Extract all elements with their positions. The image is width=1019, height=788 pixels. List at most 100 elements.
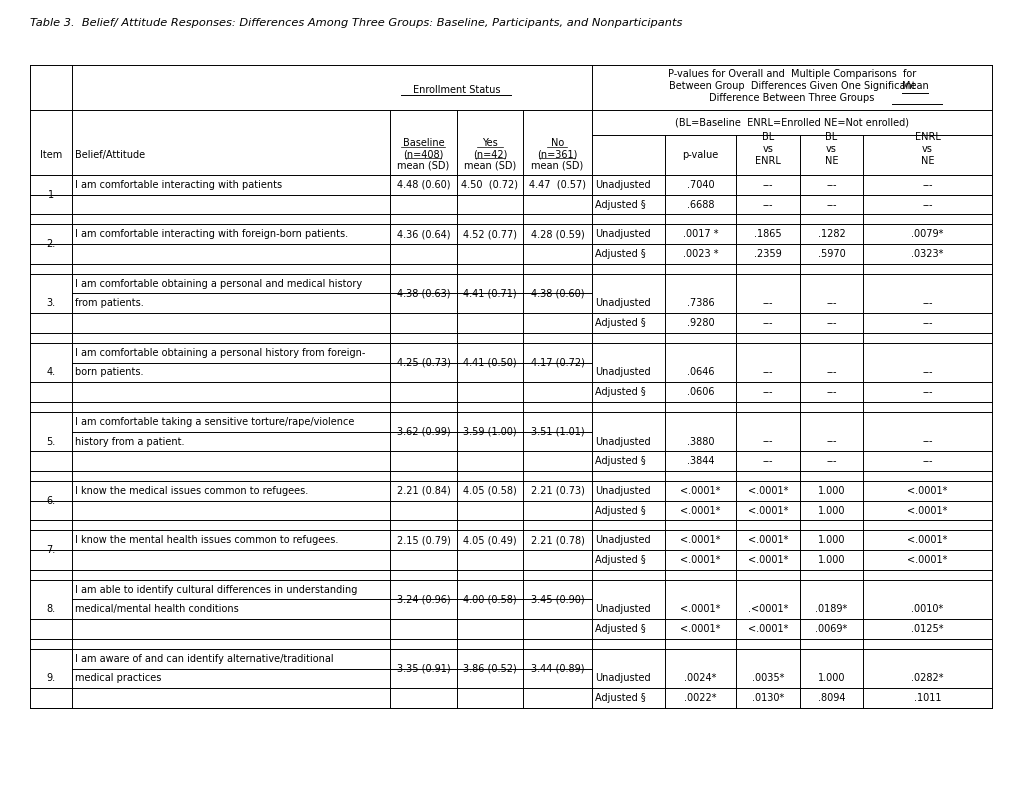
Text: <.0001*: <.0001* bbox=[747, 506, 788, 515]
Text: 4.48 (0.60): 4.48 (0.60) bbox=[396, 180, 449, 190]
Text: Unadjusted: Unadjusted bbox=[594, 604, 650, 615]
Text: .0606: .0606 bbox=[686, 387, 713, 397]
Text: 3.44 (0.89): 3.44 (0.89) bbox=[530, 663, 584, 674]
Text: .0022*: .0022* bbox=[684, 693, 716, 703]
Text: Yes: Yes bbox=[482, 138, 497, 148]
Text: Unadjusted: Unadjusted bbox=[594, 674, 650, 683]
Text: I am comfortable obtaining a personal history from foreign-: I am comfortable obtaining a personal hi… bbox=[75, 348, 365, 358]
Text: I know the mental health issues common to refugees.: I know the mental health issues common t… bbox=[75, 535, 338, 545]
Text: from patients.: from patients. bbox=[75, 299, 144, 308]
Text: Adjusted §: Adjusted § bbox=[594, 693, 645, 703]
Text: 4.25 (0.73): 4.25 (0.73) bbox=[396, 358, 450, 367]
Text: <.0001*: <.0001* bbox=[680, 555, 720, 565]
Text: ---: --- bbox=[825, 456, 836, 466]
Text: I am comfortable taking a sensitive torture/rape/violence: I am comfortable taking a sensitive tort… bbox=[75, 417, 354, 427]
Text: .0323*: .0323* bbox=[910, 249, 943, 259]
Text: 3.51 (1.01): 3.51 (1.01) bbox=[530, 426, 584, 437]
Text: ---: --- bbox=[921, 367, 931, 377]
Text: 9.: 9. bbox=[47, 674, 55, 683]
Text: .1282: .1282 bbox=[817, 229, 845, 240]
Text: Unadjusted: Unadjusted bbox=[594, 299, 650, 308]
Text: .0189*: .0189* bbox=[814, 604, 847, 615]
Text: 8.: 8. bbox=[47, 604, 55, 615]
Text: <.0001*: <.0001* bbox=[680, 604, 720, 615]
Text: Adjusted §: Adjusted § bbox=[594, 456, 645, 466]
Text: 4.28 (0.59): 4.28 (0.59) bbox=[530, 229, 584, 240]
Text: 2.15 (0.79): 2.15 (0.79) bbox=[396, 535, 450, 545]
Text: 1.000: 1.000 bbox=[817, 674, 845, 683]
Text: ---: --- bbox=[762, 456, 772, 466]
Text: Unadjusted: Unadjusted bbox=[594, 229, 650, 240]
Text: ---: --- bbox=[921, 299, 931, 308]
Text: 4.05 (0.58): 4.05 (0.58) bbox=[463, 486, 517, 496]
Text: .0024*: .0024* bbox=[684, 674, 716, 683]
Text: I know the medical issues common to refugees.: I know the medical issues common to refu… bbox=[75, 486, 308, 496]
Text: ---: --- bbox=[825, 367, 836, 377]
Text: medical/mental health conditions: medical/mental health conditions bbox=[75, 604, 238, 615]
Text: Item: Item bbox=[40, 150, 62, 160]
Text: .0646: .0646 bbox=[686, 367, 713, 377]
Text: 2.21 (0.84): 2.21 (0.84) bbox=[396, 486, 450, 496]
Text: medical practices: medical practices bbox=[75, 674, 161, 683]
Text: 4.00 (0.58): 4.00 (0.58) bbox=[463, 594, 517, 604]
Text: ---: --- bbox=[921, 180, 931, 190]
Text: I am comfortable obtaining a personal and medical history: I am comfortable obtaining a personal an… bbox=[75, 279, 362, 288]
Text: 3.35 (0.91): 3.35 (0.91) bbox=[396, 663, 449, 674]
Text: ---: --- bbox=[762, 199, 772, 210]
Text: Adjusted §: Adjusted § bbox=[594, 506, 645, 515]
Text: ---: --- bbox=[921, 387, 931, 397]
Text: Adjusted §: Adjusted § bbox=[594, 387, 645, 397]
Text: <.0001*: <.0001* bbox=[747, 486, 788, 496]
Text: mean (SD): mean (SD) bbox=[531, 160, 583, 170]
Text: Enrollment Status: Enrollment Status bbox=[413, 84, 499, 95]
Text: 1.000: 1.000 bbox=[817, 486, 845, 496]
Text: .3844: .3844 bbox=[686, 456, 713, 466]
Text: <.0001*: <.0001* bbox=[680, 624, 720, 634]
Text: 3.45 (0.90): 3.45 (0.90) bbox=[530, 594, 584, 604]
Text: <.0001*: <.0001* bbox=[747, 624, 788, 634]
Text: 7.: 7. bbox=[46, 545, 56, 555]
Text: (n=408): (n=408) bbox=[403, 149, 443, 159]
Text: Belief/Attitude: Belief/Attitude bbox=[75, 150, 145, 160]
Text: .8094: .8094 bbox=[817, 693, 845, 703]
Text: .1865: .1865 bbox=[753, 229, 781, 240]
Text: I am comfortable interacting with patients: I am comfortable interacting with patien… bbox=[75, 180, 282, 190]
Text: ENRL
vs
NE: ENRL vs NE bbox=[914, 132, 940, 166]
Text: ---: --- bbox=[921, 318, 931, 328]
Text: Unadjusted: Unadjusted bbox=[594, 535, 650, 545]
Text: p-value: p-value bbox=[682, 150, 718, 160]
Text: .0017 *: .0017 * bbox=[682, 229, 717, 240]
Text: ---: --- bbox=[762, 437, 772, 447]
Text: 5.: 5. bbox=[46, 437, 56, 447]
Text: Unadjusted: Unadjusted bbox=[594, 437, 650, 447]
Text: .<0001*: .<0001* bbox=[747, 604, 788, 615]
Text: .7386: .7386 bbox=[686, 299, 713, 308]
Text: Baseline: Baseline bbox=[403, 138, 444, 148]
Text: ---: --- bbox=[825, 180, 836, 190]
Text: 3.: 3. bbox=[47, 299, 55, 308]
Text: .2359: .2359 bbox=[753, 249, 782, 259]
Text: ---: --- bbox=[825, 199, 836, 210]
Text: 4.52 (0.77): 4.52 (0.77) bbox=[463, 229, 517, 240]
Text: 3.24 (0.96): 3.24 (0.96) bbox=[396, 594, 449, 604]
Text: 2.: 2. bbox=[46, 239, 56, 249]
Text: .0069*: .0069* bbox=[814, 624, 847, 634]
Text: <.0001*: <.0001* bbox=[680, 506, 720, 515]
Text: Adjusted §: Adjusted § bbox=[594, 555, 645, 565]
Text: 1.000: 1.000 bbox=[817, 506, 845, 515]
Text: I am aware of and can identify alternative/traditional: I am aware of and can identify alternati… bbox=[75, 654, 333, 663]
Text: Adjusted §: Adjusted § bbox=[594, 318, 645, 328]
Text: .0010*: .0010* bbox=[911, 604, 943, 615]
Text: I am comfortable interacting with foreign-born patients.: I am comfortable interacting with foreig… bbox=[75, 229, 347, 240]
Text: Table 3.  Belief/ Attitude Responses: Differences Among Three Groups: Baseline, : Table 3. Belief/ Attitude Responses: Dif… bbox=[30, 18, 682, 28]
Text: I am able to identify cultural differences in understanding: I am able to identify cultural differenc… bbox=[75, 585, 357, 595]
Text: .0023 *: .0023 * bbox=[682, 249, 717, 259]
Text: Difference Between Three Groups: Difference Between Three Groups bbox=[708, 93, 874, 103]
Text: Mean: Mean bbox=[901, 81, 927, 91]
Text: (n=361): (n=361) bbox=[537, 149, 577, 159]
Text: <.0001*: <.0001* bbox=[907, 486, 947, 496]
Text: .0125*: .0125* bbox=[910, 624, 943, 634]
Text: <.0001*: <.0001* bbox=[907, 535, 947, 545]
Text: ---: --- bbox=[762, 318, 772, 328]
Text: .0035*: .0035* bbox=[751, 674, 784, 683]
